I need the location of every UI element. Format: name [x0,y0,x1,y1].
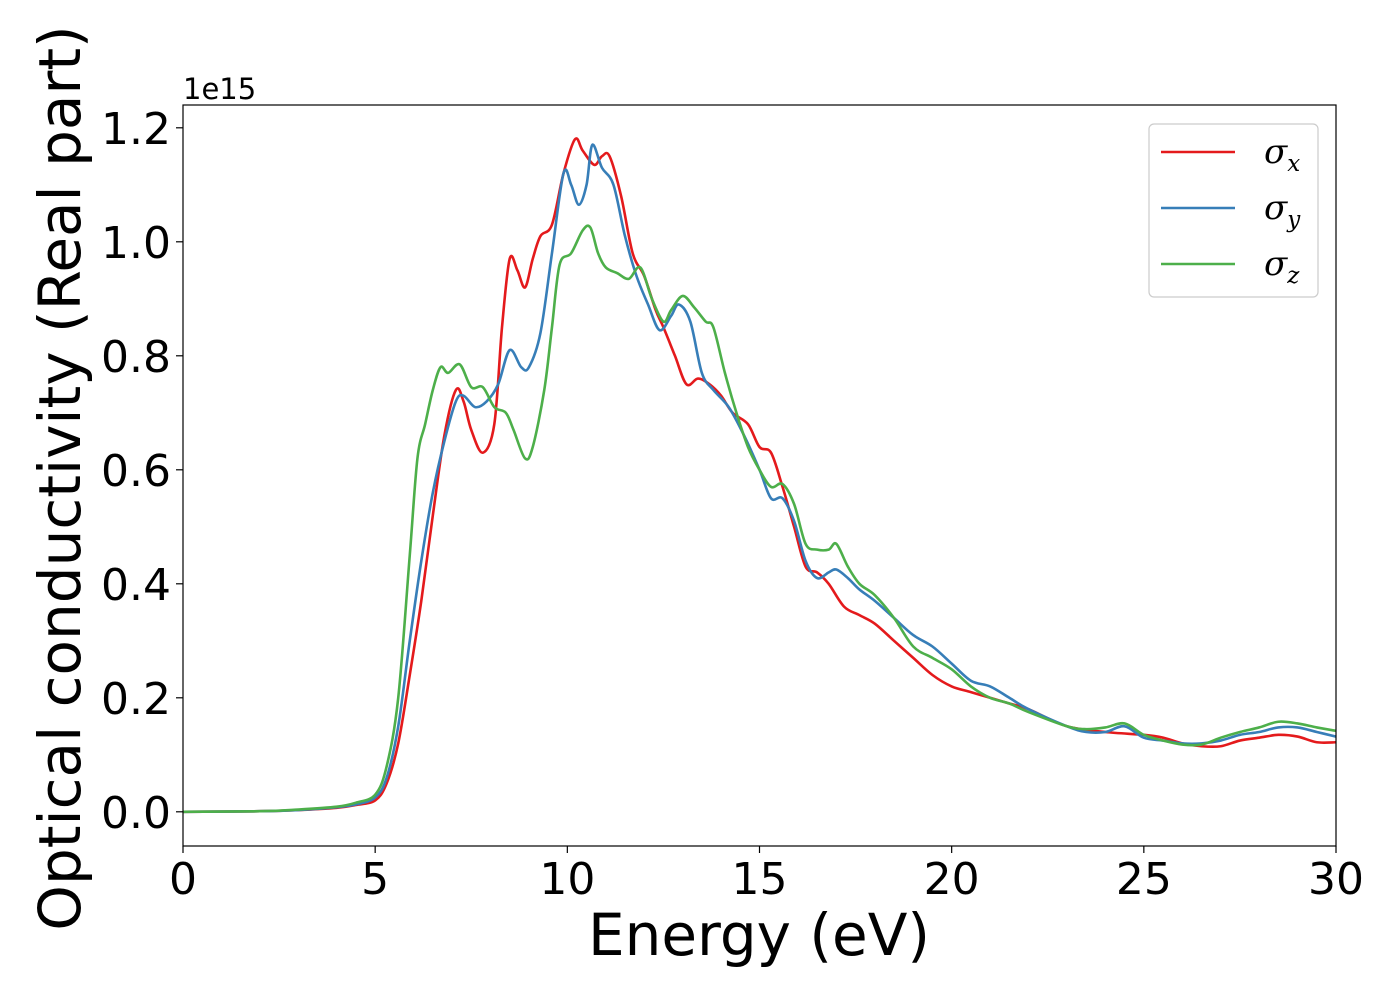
y-tick-label: 1.0 [101,218,171,269]
plot-background [183,105,1336,846]
x-tick-label: 10 [539,854,595,905]
y-offset-label: 1e15 [183,72,256,106]
legend-label: σx [1264,132,1300,177]
x-tick-label: 30 [1308,854,1364,905]
y-tick-label: 0.8 [101,332,171,383]
y-tick-label: 0.0 [101,788,171,839]
series-line-y [183,143,1336,814]
legend-item-z: σz [1161,244,1300,289]
series-line-z [183,224,1336,814]
legend-label: σy [1264,188,1301,233]
legend: σx σy σz [1148,123,1319,298]
x-axis-title: Energy (eV) [588,901,930,969]
x-tick-label: 15 [732,854,788,905]
series-layer [183,137,1336,814]
y-tick-label: 0.6 [101,446,171,497]
x-tick-label: 5 [361,854,389,905]
legend-item-y: σy [1161,188,1301,233]
y-axis-title: Optical conductivity (Real part) [26,25,94,930]
y-tick-label: 1.2 [101,104,171,155]
legend-label: σz [1264,244,1300,289]
y-tick-label: 0.2 [101,674,171,725]
axes-layer: 0 5 10 15 20 25 30 0.0 0.2 0.4 0.6 0.8 1.0 1.2 [101,104,1364,905]
y-tick-label: 0.4 [101,560,171,611]
x-tick-label: 20 [924,854,980,905]
x-tick-label: 25 [1116,854,1172,905]
x-tick-label: 0 [169,854,197,905]
legend-box [1148,123,1319,298]
legend-item-x: σx [1161,132,1300,177]
plot-area [183,105,1336,846]
